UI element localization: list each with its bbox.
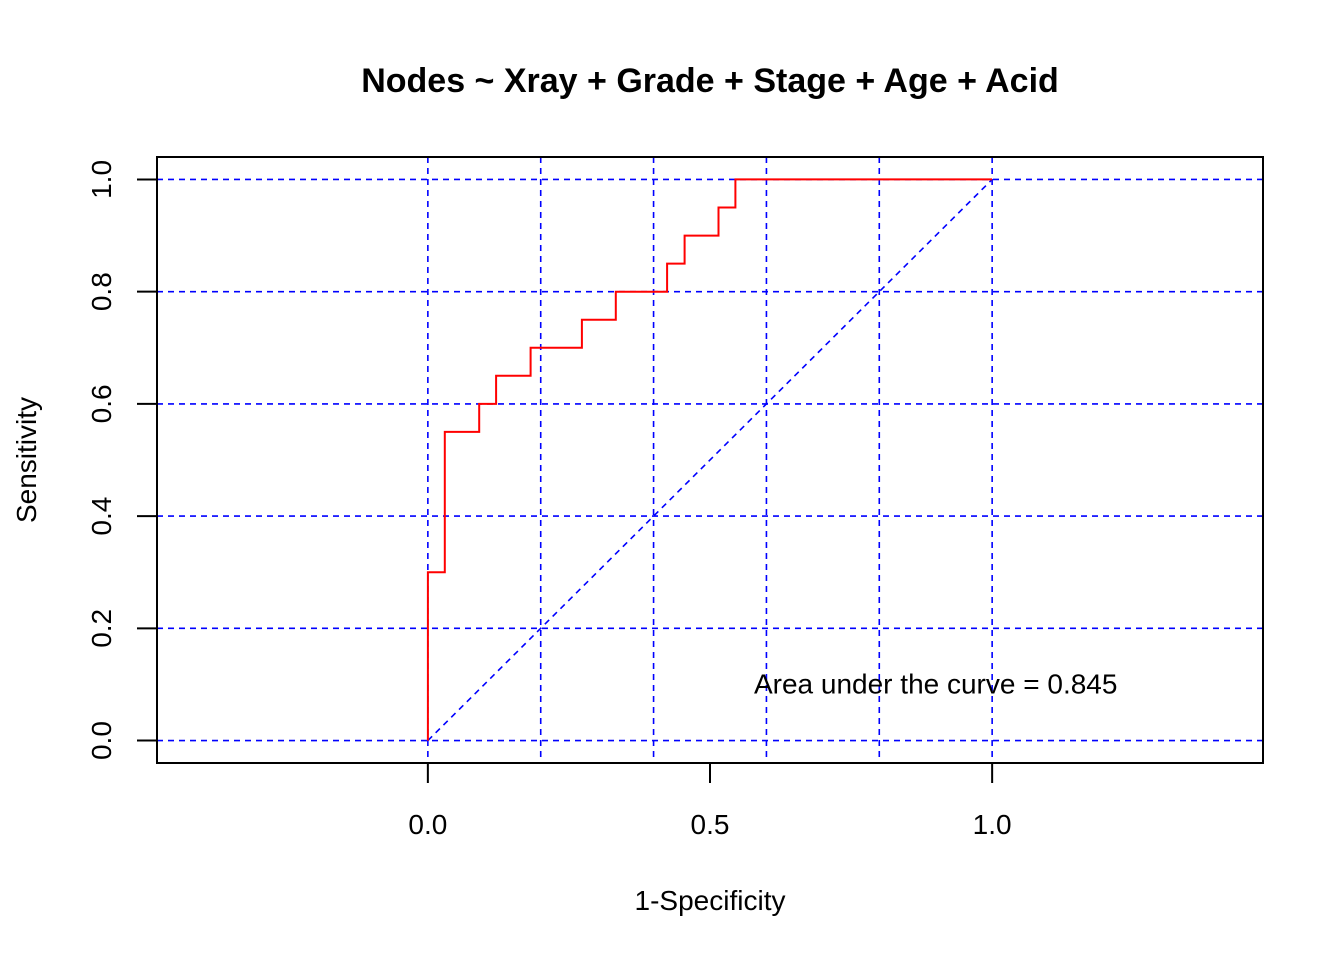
roc-curve-line — [426, 178, 993, 741]
y-tick-label: 0.6 — [86, 384, 117, 423]
chart-title: Nodes ~ Xray + Grade + Stage + Age + Aci… — [361, 62, 1059, 100]
y-tick-label: 1.0 — [86, 160, 117, 199]
axes: 0.0 0.5 1.0 0.0 0.2 0.4 0.6 0.8 1.0 — [86, 160, 1012, 840]
x-tick-label: 0.0 — [408, 809, 447, 840]
y-axis-label: Sensitivity — [11, 397, 42, 523]
x-axis-label: 1-Specificity — [635, 885, 786, 916]
auc-annotation: Area under the curve = 0.845 — [754, 668, 1117, 699]
y-tick-label: 0.2 — [86, 609, 117, 648]
y-tick-label: 0.0 — [86, 721, 117, 760]
x-tick-label: 0.5 — [691, 809, 730, 840]
y-tick-label: 0.4 — [86, 497, 117, 536]
grid-lines — [157, 157, 1263, 763]
x-tick-label: 1.0 — [973, 809, 1012, 840]
reference-diagonal-line — [427, 178, 993, 742]
y-tick-label: 0.8 — [86, 272, 117, 311]
series-layer — [426, 178, 993, 742]
